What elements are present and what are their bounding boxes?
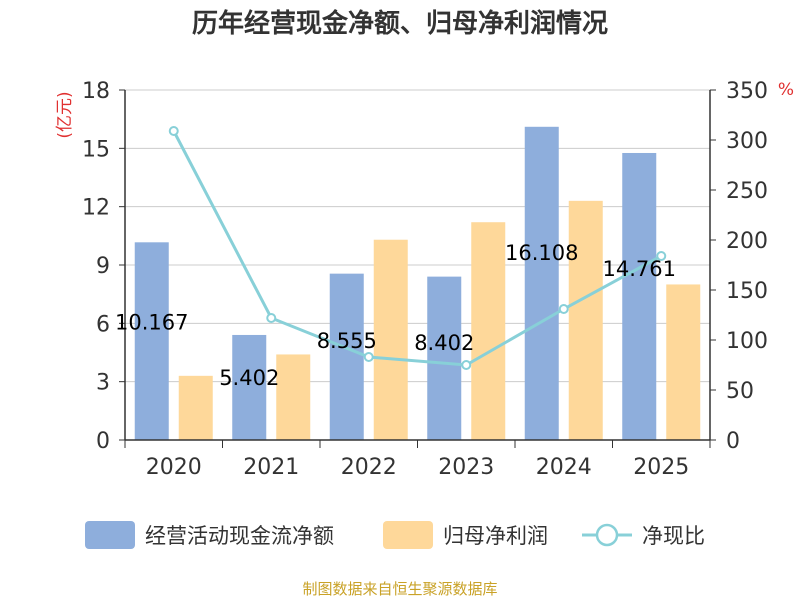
left-tick-label: 0: [96, 429, 110, 454]
data-label-cashflow: 16.108: [505, 241, 578, 265]
data-label-cashflow: 8.555: [317, 329, 377, 353]
legend-swatch-netprofit: [383, 521, 433, 549]
left-tick-label: 3: [96, 371, 110, 396]
x-tick-label: 2023: [438, 455, 494, 480]
right-tick-label: 350: [726, 79, 768, 104]
left-axis-unit: (亿元): [55, 91, 75, 138]
x-tick-label: 2024: [536, 455, 592, 480]
source-note: 制图数据来自恒生聚源数据库: [302, 580, 497, 598]
right-tick-label: 200: [726, 229, 768, 254]
legend: 经营活动现金流净额 归母净利润 净现比: [85, 521, 705, 549]
bar-cashflow: [329, 273, 364, 440]
data-label-cashflow: 10.167: [115, 310, 188, 334]
bar-netprofit: [373, 239, 408, 440]
legend-label-cashflow: 经营活动现金流净额: [145, 524, 334, 548]
bar-cashflow: [622, 152, 657, 440]
right-axis-unit: %: [778, 80, 794, 100]
legend-swatch-cashflow: [85, 521, 135, 549]
left-tick-label: 12: [82, 196, 110, 221]
bar-netprofit: [178, 375, 213, 440]
legend-label-ratio: 净现比: [642, 524, 705, 548]
data-label-cashflow: 14.761: [603, 257, 676, 281]
bar-netprofit: [666, 284, 701, 440]
data-label-cashflow: 5.402: [219, 366, 279, 390]
bar-cashflow: [524, 126, 559, 441]
bar-netprofit: [471, 222, 506, 440]
point-ratio: [168, 126, 179, 136]
x-tick-label: 2020: [146, 455, 202, 480]
point-ratio: [461, 360, 472, 370]
legend-marker-ratio: [595, 523, 619, 547]
bar-cashflow: [427, 276, 462, 440]
x-tick-label: 2022: [341, 455, 397, 480]
bars-layer: [134, 126, 701, 441]
right-tick-label: 250: [726, 179, 768, 204]
point-ratio: [363, 352, 374, 362]
line-ratio: [172, 130, 662, 367]
right-tick-label: 50: [726, 379, 754, 404]
bar-cashflow: [232, 334, 267, 440]
right-tick-label: 0: [726, 429, 740, 454]
x-tick-label: 2025: [633, 455, 689, 480]
bar-netprofit: [276, 354, 311, 440]
right-tick-label: 100: [726, 329, 768, 354]
point-ratio: [656, 251, 667, 261]
data-label-cashflow: 8.402: [414, 331, 474, 355]
point-ratio: [558, 304, 569, 314]
grid-layer: [125, 89, 710, 383]
x-tick-label: 2021: [243, 455, 299, 480]
legend-label-netprofit: 归母净利润: [443, 524, 548, 548]
left-tick-label: 15: [82, 137, 110, 162]
bar-cashflow: [134, 242, 169, 440]
left-tick-label: 18: [82, 79, 110, 104]
axes-layer: 0 3 6 9 12 15 18 0 50 100 150 200 250 300 350 2020 2021 2…: [82, 79, 768, 480]
chart-title: 历年经营现金净额、归母净利润情况: [192, 8, 608, 39]
bar-netprofit: [568, 200, 603, 440]
right-tick-label: 150: [726, 279, 768, 304]
point-ratio: [266, 313, 277, 323]
labels-layer: 10.167 5.402 8.555 8.402 16.108 14.761: [115, 241, 676, 390]
right-tick-label: 300: [726, 129, 768, 154]
line-layer: [168, 126, 667, 370]
left-tick-label: 9: [96, 254, 110, 279]
left-tick-label: 6: [96, 312, 110, 337]
